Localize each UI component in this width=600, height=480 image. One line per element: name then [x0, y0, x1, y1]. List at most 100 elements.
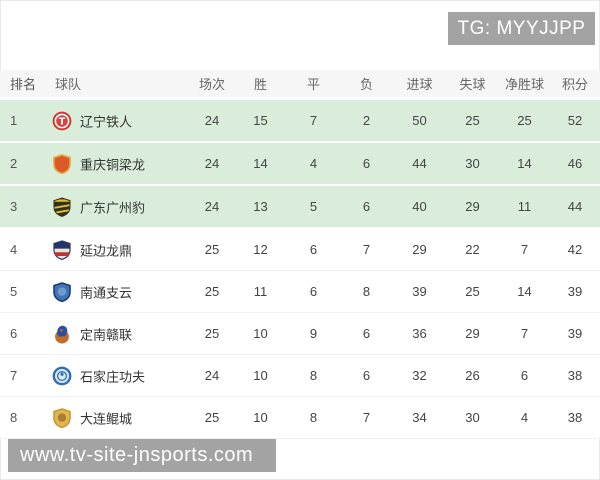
table-row: 7 石家庄功夫 24 10 8 6 32 26 6 38 [0, 355, 600, 397]
column-header: 进球 [393, 70, 446, 100]
drawn-cell: 8 [287, 397, 340, 439]
won-cell: 11 [234, 271, 287, 313]
column-header: 净胜球 [499, 70, 550, 100]
played-cell: 25 [190, 229, 234, 271]
gd-cell: 4 [499, 397, 550, 439]
drawn-cell: 9 [287, 313, 340, 355]
drawn-cell: 5 [287, 186, 340, 229]
rank-cell: 5 [0, 271, 40, 313]
standings-body: 1 T 辽宁铁人 24 15 7 2 50 25 25 52 2 重庆铜梁龙 24 14 4 6 44 30 14 46… [0, 100, 600, 439]
drawn-cell: 8 [287, 355, 340, 397]
gf-cell: 40 [393, 186, 446, 229]
played-cell: 25 [190, 271, 234, 313]
ga-cell: 30 [446, 143, 499, 186]
table-row: 2 重庆铜梁龙 24 14 4 6 44 30 14 46 [0, 143, 600, 186]
played-cell: 24 [190, 143, 234, 186]
played-cell: 24 [190, 100, 234, 143]
lost-cell: 7 [340, 229, 393, 271]
gf-cell: 34 [393, 397, 446, 439]
ga-cell: 29 [446, 186, 499, 229]
team-logo-icon [52, 239, 72, 260]
gd-cell: 14 [499, 143, 550, 186]
gd-cell: 6 [499, 355, 550, 397]
team-logo-icon [52, 196, 72, 217]
pts-cell: 44 [550, 186, 600, 229]
won-cell: 14 [234, 143, 287, 186]
gf-cell: 32 [393, 355, 446, 397]
played-cell: 25 [190, 397, 234, 439]
standings-table: 排名 球队 场次胜平负进球 失球 净胜球 积分 1 T 辽宁铁人 24 15 7 2 50 25 25 52 2… [0, 70, 600, 439]
team-logo-icon [52, 324, 72, 344]
lost-cell: 2 [340, 100, 393, 143]
rank-cell: 1 [0, 100, 40, 143]
rank-cell: 2 [0, 143, 40, 186]
table-row: 4 延边龙鼎 25 12 6 7 29 22 7 42 [0, 229, 600, 271]
pts-cell: 39 [550, 271, 600, 313]
lost-cell: 6 [340, 355, 393, 397]
team-logo-icon [52, 281, 72, 302]
table-row: 8 大连鲲城 25 10 8 7 34 30 4 38 [0, 397, 600, 439]
won-cell: 15 [234, 100, 287, 143]
standings-header-row: 排名 球队 场次胜平负进球 失球 净胜球 积分 [0, 70, 600, 100]
won-cell: 10 [234, 355, 287, 397]
column-header: 积分 [550, 70, 600, 100]
lost-cell: 6 [340, 186, 393, 229]
gd-cell: 7 [499, 229, 550, 271]
pts-cell: 46 [550, 143, 600, 186]
ga-cell: 25 [446, 100, 499, 143]
team-name: 大连鲲城 [80, 411, 133, 426]
pts-cell: 42 [550, 229, 600, 271]
team-name: 石家庄功夫 [80, 369, 146, 384]
pts-cell: 39 [550, 313, 600, 355]
site-url-watermark-banner: www.tv-site-jnsports.com [8, 439, 276, 472]
team-cell: 重庆铜梁龙 [40, 143, 190, 186]
gf-cell: 50 [393, 100, 446, 143]
team-cell: 延边龙鼎 [40, 229, 190, 271]
ga-cell: 30 [446, 397, 499, 439]
lost-cell: 6 [340, 143, 393, 186]
team-cell: T 辽宁铁人 [40, 100, 190, 143]
ga-cell: 22 [446, 229, 499, 271]
played-cell: 25 [190, 313, 234, 355]
column-header: 排名 [0, 70, 40, 100]
won-cell: 10 [234, 397, 287, 439]
ga-cell: 26 [446, 355, 499, 397]
drawn-cell: 4 [287, 143, 340, 186]
played-cell: 24 [190, 186, 234, 229]
table-row: 3 广东广州豹 24 13 5 6 40 29 11 44 [0, 186, 600, 229]
team-cell: 大连鲲城 [40, 397, 190, 439]
gf-cell: 36 [393, 313, 446, 355]
lost-cell: 8 [340, 271, 393, 313]
team-cell: 石家庄功夫 [40, 355, 190, 397]
won-cell: 12 [234, 229, 287, 271]
gd-cell: 25 [499, 100, 550, 143]
gf-cell: 29 [393, 229, 446, 271]
column-header: 场次 [190, 70, 234, 100]
team-cell: 定南赣联 [40, 313, 190, 355]
pts-cell: 38 [550, 355, 600, 397]
pts-cell: 38 [550, 397, 600, 439]
gf-cell: 44 [393, 143, 446, 186]
team-name: 重庆铜梁龙 [80, 157, 146, 172]
played-cell: 24 [190, 355, 234, 397]
team-cell: 南通支云 [40, 271, 190, 313]
tg-watermark-banner: TG: MYYJJPP [448, 12, 595, 45]
table-row: 6 定南赣联 25 10 9 6 36 29 7 39 [0, 313, 600, 355]
rank-cell: 4 [0, 229, 40, 271]
ga-cell: 25 [446, 271, 499, 313]
ga-cell: 29 [446, 313, 499, 355]
svg-text:T: T [59, 116, 66, 127]
gd-cell: 14 [499, 271, 550, 313]
column-header: 球队 [40, 70, 190, 100]
won-cell: 10 [234, 313, 287, 355]
drawn-cell: 6 [287, 271, 340, 313]
column-header: 负 [340, 70, 393, 100]
team-name: 定南赣联 [80, 327, 133, 342]
table-row: 1 T 辽宁铁人 24 15 7 2 50 25 25 52 [0, 100, 600, 143]
team-logo-icon: T [52, 111, 72, 131]
team-logo-icon [52, 407, 72, 428]
gd-cell: 11 [499, 186, 550, 229]
column-header: 胜 [234, 70, 287, 100]
table-row: 5 南通支云 25 11 6 8 39 25 14 39 [0, 271, 600, 313]
gd-cell: 7 [499, 313, 550, 355]
